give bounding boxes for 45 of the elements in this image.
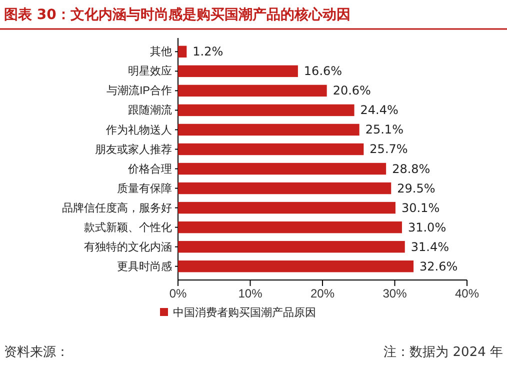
- y-tick-label: 明星效应: [128, 64, 172, 78]
- x-tick-label: 20%: [310, 286, 335, 301]
- text: 资料来源：: [4, 345, 69, 360]
- bar: [178, 84, 327, 97]
- data-label: 20.6%: [332, 84, 371, 98]
- bar: [178, 143, 364, 156]
- y-tick-label: 朋友或家人推荐: [95, 142, 172, 156]
- data-label: 31.0%: [408, 220, 446, 234]
- x-tick-label: 10%: [238, 286, 263, 301]
- bar: [178, 65, 298, 78]
- bar: [178, 46, 187, 58]
- x-tick-label: 30%: [382, 286, 408, 301]
- chart-title: 图表 30：文化内涵与时尚感是购买国潮产品的核心动因: [4, 6, 350, 23]
- bar: [178, 202, 396, 214]
- y-tick-label: 品牌信任度高，服务好: [62, 201, 172, 214]
- data-label: 24.4%: [360, 103, 398, 118]
- data-label: 31.4%: [410, 240, 449, 254]
- bar: [178, 104, 354, 116]
- y-tick-label: 质量有保障: [117, 182, 172, 195]
- y-tick-label: 跟随潮流: [128, 104, 172, 117]
- y-tick-label: 价格合理: [127, 162, 172, 176]
- data-label: 1.2%: [192, 44, 224, 59]
- bar: [178, 182, 392, 194]
- y-tick-label: 更具时尚感: [117, 260, 172, 273]
- data-label: 25.7%: [370, 142, 408, 156]
- bar: [178, 221, 402, 234]
- y-tick-label: 作为礼物送人: [105, 123, 172, 136]
- bar: [178, 162, 386, 175]
- bar: [178, 124, 360, 136]
- x-tick-label: 0%: [169, 286, 187, 301]
- data-label: 16.6%: [304, 64, 342, 78]
- data-label: 28.8%: [392, 162, 430, 176]
- data-label: 30.1%: [401, 200, 440, 215]
- data-label: 29.5%: [397, 181, 436, 196]
- legend-label: 中国消费者购买国潮产品原因: [173, 306, 316, 319]
- y-tick-label: 款式新颖、个性化: [84, 220, 172, 234]
- x-tick-label: 40%: [454, 286, 480, 301]
- y-tick-label: 其他: [150, 45, 172, 58]
- bar: [178, 260, 414, 272]
- text: 注：数据为 2024 年: [384, 345, 503, 360]
- y-tick-label: 有独特的文化内涵: [84, 240, 172, 254]
- data-label: 25.1%: [365, 122, 404, 137]
- data-label: 32.6%: [420, 259, 458, 274]
- bar: [178, 240, 405, 253]
- y-tick-label: 与潮流IP合作: [106, 84, 172, 98]
